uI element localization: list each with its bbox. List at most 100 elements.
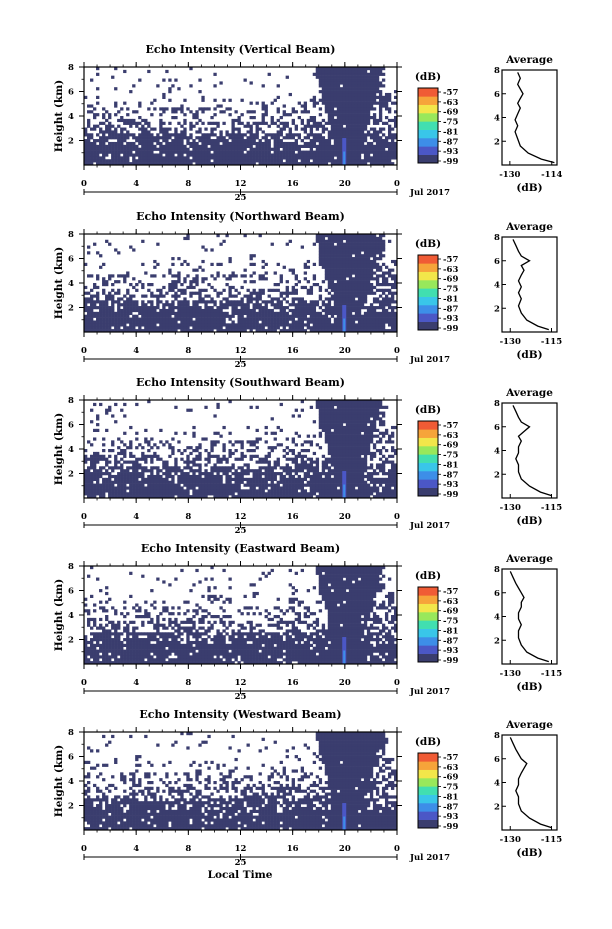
heatmap-cell bbox=[213, 156, 217, 160]
heatmap-cell bbox=[84, 130, 88, 134]
heatmap-cell bbox=[123, 147, 127, 151]
x-tick-label: 16 bbox=[287, 179, 299, 189]
heatmap-cell bbox=[333, 311, 338, 315]
avg-y-tick-label: 4 bbox=[494, 281, 500, 291]
heatmap-cell bbox=[321, 257, 326, 261]
y-tick-label: 4 bbox=[68, 279, 74, 289]
heatmap-cell bbox=[228, 483, 232, 487]
heatmap-cell bbox=[168, 288, 172, 292]
heatmap-cell bbox=[189, 311, 193, 315]
heatmap-cell bbox=[384, 277, 389, 281]
heatmap-cell bbox=[360, 262, 365, 266]
heatmap-cell bbox=[333, 84, 338, 88]
heatmap-cell bbox=[246, 288, 250, 292]
heatmap-cell bbox=[279, 159, 283, 163]
heatmap-cell bbox=[387, 95, 392, 99]
heatmap-cell bbox=[162, 466, 166, 470]
heatmap-cell bbox=[366, 147, 371, 151]
heatmap-cell bbox=[345, 78, 350, 82]
heatmap-cell bbox=[354, 234, 359, 238]
heatmap-cell bbox=[312, 492, 317, 496]
heatmap-cell bbox=[321, 308, 326, 313]
heatmap-cell bbox=[222, 306, 226, 310]
heatmap-cell bbox=[369, 477, 374, 481]
heatmap-cell bbox=[120, 477, 124, 481]
heatmap-cell bbox=[312, 283, 317, 287]
heatmap-cell bbox=[348, 323, 353, 327]
heatmap-cell bbox=[354, 472, 359, 476]
heatmap-cell bbox=[249, 139, 253, 143]
heatmap-cell bbox=[255, 323, 259, 327]
heatmap-cell bbox=[192, 139, 196, 143]
heatmap-cell bbox=[315, 139, 320, 143]
strong-echo-peak bbox=[343, 151, 346, 165]
heatmap-cell bbox=[393, 262, 398, 266]
heatmap-cell bbox=[108, 320, 112, 324]
heatmap-cell bbox=[387, 283, 392, 287]
heatmap-cell bbox=[111, 329, 115, 333]
heatmap-cell bbox=[165, 472, 169, 476]
heatmap-cell bbox=[333, 118, 338, 123]
heatmap-cell bbox=[342, 121, 347, 125]
heatmap-cell bbox=[204, 127, 208, 131]
heatmap-cell bbox=[114, 133, 118, 137]
heatmap-cell bbox=[183, 483, 187, 487]
heatmap-cell bbox=[216, 159, 220, 163]
heatmap-cell bbox=[342, 463, 347, 467]
heatmap-cell bbox=[252, 474, 256, 479]
heatmap-cell bbox=[363, 280, 368, 284]
heatmap-cell bbox=[174, 463, 178, 467]
heatmap-cell bbox=[234, 306, 238, 310]
heatmap-cell bbox=[390, 469, 395, 473]
heatmap-cell bbox=[360, 69, 365, 74]
heatmap-cell bbox=[372, 251, 377, 255]
heatmap-cell bbox=[324, 234, 329, 238]
heatmap-cell bbox=[324, 326, 329, 330]
heatmap-cell bbox=[381, 477, 386, 481]
heatmap-cell bbox=[336, 495, 341, 499]
heatmap-cell bbox=[273, 271, 277, 275]
heatmap-cell bbox=[378, 242, 383, 246]
heatmap-cell bbox=[156, 486, 160, 490]
heatmap-cell bbox=[144, 477, 148, 481]
heatmap-cell bbox=[132, 285, 136, 290]
heatmap-cell bbox=[183, 320, 187, 324]
heatmap-cell bbox=[96, 124, 100, 128]
colorbar-segment bbox=[418, 271, 438, 281]
heatmap-cell bbox=[354, 251, 359, 255]
heatmap-cell bbox=[393, 463, 398, 467]
heatmap-cell bbox=[321, 492, 326, 496]
heatmap-cell bbox=[120, 320, 124, 324]
heatmap-cell bbox=[381, 317, 386, 321]
heatmap-cell bbox=[318, 121, 323, 125]
heatmap-cell bbox=[249, 127, 253, 131]
heatmap-cell bbox=[120, 136, 124, 140]
heatmap-cell bbox=[345, 274, 350, 278]
heatmap-cell bbox=[120, 317, 124, 321]
heatmap-cell bbox=[219, 492, 223, 496]
heatmap-cell bbox=[99, 492, 103, 496]
heatmap-cell bbox=[210, 314, 214, 318]
heatmap-cell bbox=[171, 326, 175, 330]
heatmap-cell bbox=[294, 303, 298, 307]
heatmap-cell bbox=[330, 84, 335, 88]
heatmap-cell bbox=[372, 69, 377, 74]
heatmap-cell bbox=[294, 147, 298, 151]
heatmap-cell bbox=[93, 124, 97, 128]
heatmap-cell bbox=[90, 141, 94, 146]
heatmap-cell bbox=[237, 311, 241, 315]
heatmap-cell bbox=[204, 294, 208, 298]
heatmap-cell bbox=[357, 130, 362, 134]
heatmap-cell bbox=[276, 141, 280, 146]
heatmap-cell bbox=[219, 489, 223, 493]
heatmap-cell bbox=[372, 67, 377, 71]
heatmap-cell bbox=[96, 486, 100, 490]
heatmap-cell bbox=[162, 144, 166, 148]
heatmap-cell bbox=[87, 147, 91, 151]
heatmap-cell bbox=[297, 144, 301, 148]
heatmap-cell bbox=[303, 463, 308, 467]
heatmap-cell bbox=[270, 136, 274, 140]
heatmap-cell bbox=[180, 495, 184, 499]
heatmap-cell bbox=[252, 159, 256, 163]
heatmap-cell bbox=[372, 87, 377, 91]
